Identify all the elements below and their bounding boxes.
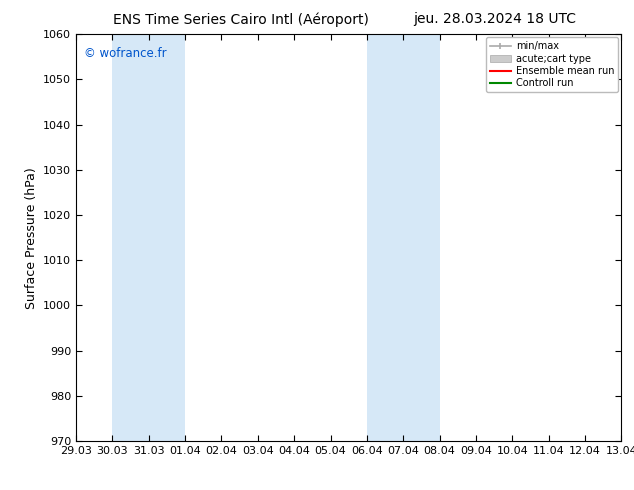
Legend: min/max, acute;cart type, Ensemble mean run, Controll run: min/max, acute;cart type, Ensemble mean … bbox=[486, 37, 618, 92]
Bar bbox=[621, 34, 634, 441]
Text: ENS Time Series Cairo Intl (Aéroport): ENS Time Series Cairo Intl (Aéroport) bbox=[113, 12, 369, 27]
Text: © wofrance.fr: © wofrance.fr bbox=[84, 47, 167, 59]
Bar bbox=[367, 34, 439, 441]
Bar bbox=[112, 34, 185, 441]
Y-axis label: Surface Pressure (hPa): Surface Pressure (hPa) bbox=[25, 167, 37, 309]
Text: jeu. 28.03.2024 18 UTC: jeu. 28.03.2024 18 UTC bbox=[413, 12, 576, 26]
